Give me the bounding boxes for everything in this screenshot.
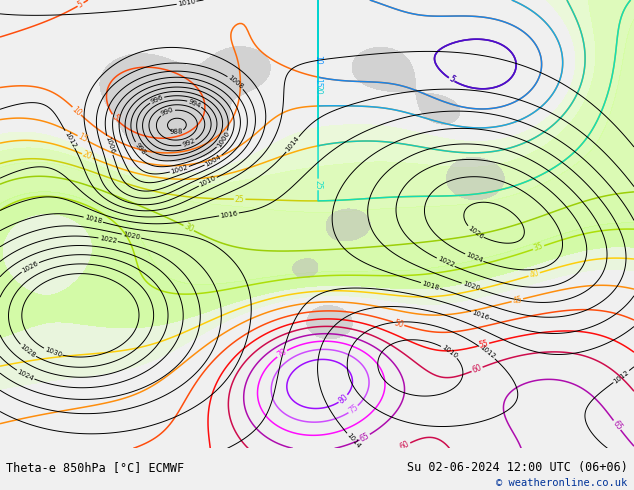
Text: 5: 5 bbox=[447, 74, 456, 85]
Text: 35: 35 bbox=[533, 242, 545, 253]
Text: 1020: 1020 bbox=[122, 231, 141, 241]
Text: 1018: 1018 bbox=[421, 280, 440, 291]
Text: 80: 80 bbox=[337, 392, 350, 405]
Text: 5: 5 bbox=[110, 112, 120, 122]
Text: 70: 70 bbox=[275, 347, 288, 360]
Text: 5: 5 bbox=[447, 74, 456, 85]
Text: 1006: 1006 bbox=[104, 136, 115, 155]
Text: 1024: 1024 bbox=[16, 368, 35, 382]
Text: 55: 55 bbox=[477, 339, 489, 350]
Text: 1012: 1012 bbox=[478, 344, 496, 360]
Text: Su 02-06-2024 12:00 UTC (06+06): Su 02-06-2024 12:00 UTC (06+06) bbox=[407, 461, 628, 474]
Text: 1026: 1026 bbox=[21, 260, 39, 274]
Text: 1024: 1024 bbox=[465, 252, 484, 264]
Text: 65: 65 bbox=[358, 431, 371, 443]
Text: 1008: 1008 bbox=[227, 74, 245, 91]
Text: 1010: 1010 bbox=[198, 175, 217, 188]
Text: 1010: 1010 bbox=[441, 344, 458, 359]
Text: 15: 15 bbox=[76, 132, 89, 145]
Text: 20: 20 bbox=[81, 150, 93, 162]
Text: © weatheronline.co.uk: © weatheronline.co.uk bbox=[496, 478, 628, 488]
Text: 5: 5 bbox=[76, 0, 85, 10]
Text: 1030: 1030 bbox=[44, 346, 63, 358]
Text: 1012: 1012 bbox=[612, 369, 630, 384]
Text: 1016: 1016 bbox=[471, 309, 490, 321]
Text: 45: 45 bbox=[512, 294, 523, 306]
Text: 1000: 1000 bbox=[216, 130, 231, 148]
Text: 60: 60 bbox=[471, 364, 483, 375]
Text: 1004: 1004 bbox=[204, 153, 223, 168]
Text: 40: 40 bbox=[528, 269, 540, 280]
Text: 1016: 1016 bbox=[219, 210, 238, 219]
Text: 65: 65 bbox=[611, 418, 624, 432]
Text: 1002: 1002 bbox=[170, 164, 189, 175]
Text: 75: 75 bbox=[347, 403, 360, 416]
Text: 10: 10 bbox=[70, 104, 83, 118]
Text: 1022: 1022 bbox=[99, 235, 117, 244]
Text: 20: 20 bbox=[314, 85, 323, 95]
Text: 996: 996 bbox=[150, 94, 164, 105]
Text: 1010: 1010 bbox=[178, 0, 196, 7]
Text: 10: 10 bbox=[314, 55, 323, 65]
Text: 25: 25 bbox=[314, 180, 323, 189]
Text: 988: 988 bbox=[169, 128, 183, 135]
Text: 5: 5 bbox=[447, 74, 456, 85]
Text: Theta-e 850hPa [°C] ECMWF: Theta-e 850hPa [°C] ECMWF bbox=[6, 461, 184, 474]
Text: 1026: 1026 bbox=[467, 225, 484, 240]
Text: 1014: 1014 bbox=[285, 136, 301, 153]
Text: 990: 990 bbox=[160, 107, 175, 117]
Text: 1018: 1018 bbox=[84, 215, 103, 225]
Text: 30: 30 bbox=[183, 222, 195, 234]
Text: 992: 992 bbox=[181, 138, 196, 148]
Text: 60: 60 bbox=[399, 440, 411, 452]
Text: 15: 15 bbox=[314, 77, 323, 87]
Text: 1012: 1012 bbox=[63, 130, 77, 149]
Text: 1014: 1014 bbox=[346, 432, 361, 450]
Text: 994: 994 bbox=[187, 98, 202, 109]
Text: 50: 50 bbox=[392, 318, 404, 329]
Text: 1028: 1028 bbox=[19, 343, 37, 359]
Text: 998: 998 bbox=[133, 141, 146, 155]
Text: 1020: 1020 bbox=[462, 281, 481, 292]
Text: 25: 25 bbox=[235, 195, 245, 204]
Text: 1022: 1022 bbox=[436, 256, 455, 269]
